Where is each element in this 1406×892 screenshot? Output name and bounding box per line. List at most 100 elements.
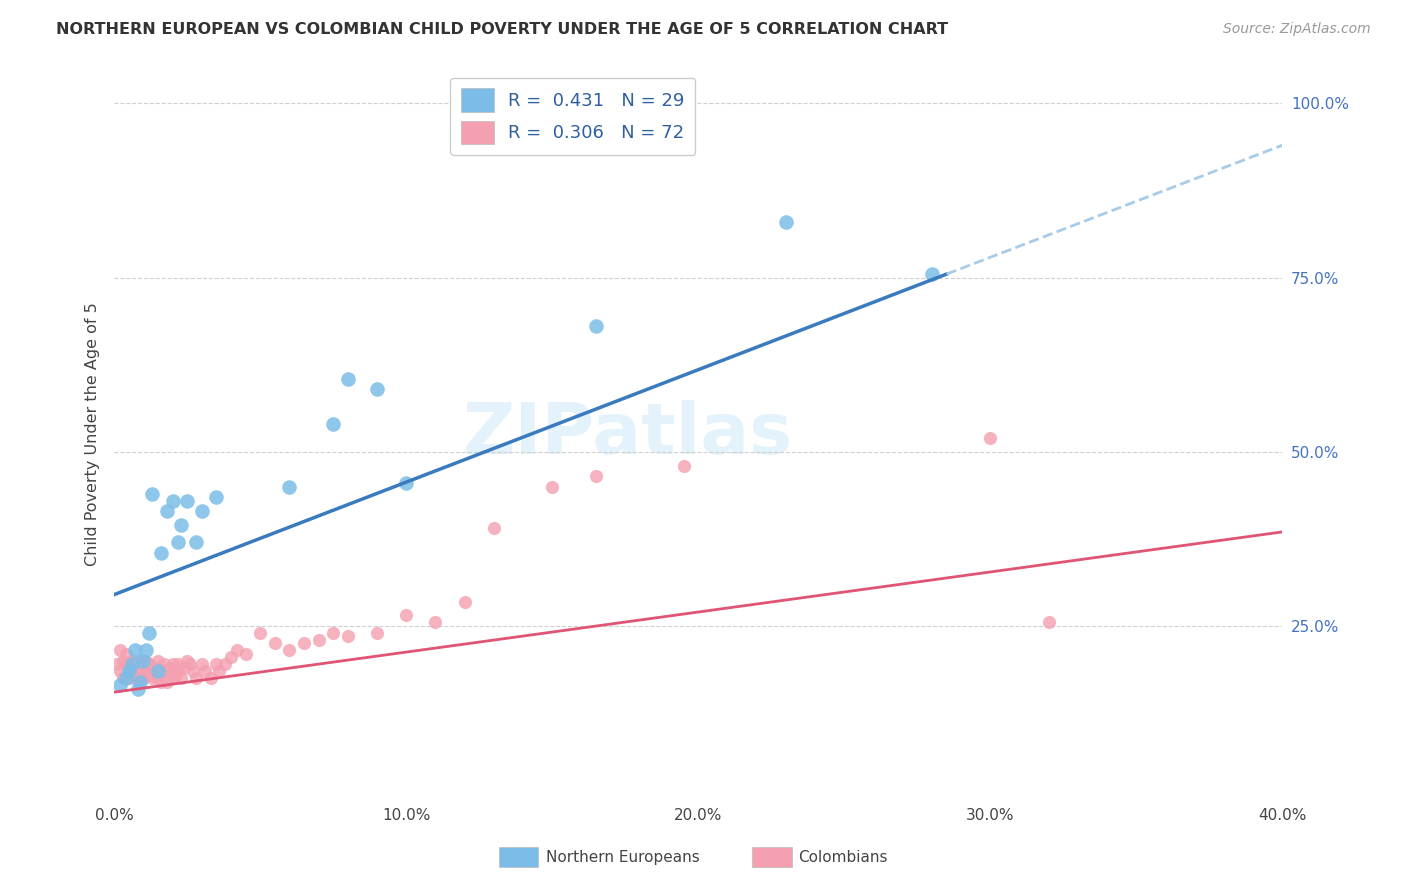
Point bbox=[184, 535, 207, 549]
Point bbox=[278, 480, 301, 494]
Point bbox=[138, 657, 160, 672]
Point bbox=[322, 417, 344, 431]
Point bbox=[118, 671, 141, 685]
Point bbox=[214, 657, 236, 672]
Point bbox=[149, 546, 172, 560]
Text: Colombians: Colombians bbox=[799, 850, 889, 864]
Point bbox=[138, 665, 160, 679]
Point bbox=[118, 665, 141, 679]
Point bbox=[149, 674, 172, 689]
Point bbox=[146, 654, 169, 668]
Point bbox=[235, 647, 257, 661]
Point bbox=[308, 632, 330, 647]
Point bbox=[263, 636, 285, 650]
Point bbox=[141, 671, 163, 685]
Point bbox=[108, 678, 131, 692]
Point bbox=[170, 517, 193, 532]
Point bbox=[482, 521, 505, 535]
Point bbox=[979, 431, 1001, 445]
Point bbox=[156, 665, 179, 679]
Point bbox=[105, 657, 128, 672]
Point bbox=[585, 469, 607, 483]
Point bbox=[173, 661, 195, 675]
Point bbox=[146, 671, 169, 685]
Y-axis label: Child Poverty Under the Age of 5: Child Poverty Under the Age of 5 bbox=[86, 302, 100, 566]
Point bbox=[181, 665, 204, 679]
Point bbox=[111, 671, 134, 685]
Point bbox=[108, 643, 131, 657]
Text: ZIPatlas: ZIPatlas bbox=[463, 400, 793, 469]
Point bbox=[322, 626, 344, 640]
Point bbox=[395, 608, 418, 623]
Point bbox=[162, 493, 184, 508]
Point bbox=[124, 671, 146, 685]
Point bbox=[775, 215, 797, 229]
Point bbox=[205, 657, 228, 672]
Point bbox=[336, 629, 359, 643]
Point bbox=[135, 643, 157, 657]
Point bbox=[162, 671, 184, 685]
Point bbox=[121, 654, 143, 668]
Point bbox=[141, 486, 163, 500]
Point bbox=[176, 493, 198, 508]
Point bbox=[135, 654, 157, 668]
Point bbox=[179, 657, 201, 672]
Text: NORTHERN EUROPEAN VS COLOMBIAN CHILD POVERTY UNDER THE AGE OF 5 CORRELATION CHAR: NORTHERN EUROPEAN VS COLOMBIAN CHILD POV… bbox=[56, 22, 949, 37]
Point bbox=[425, 615, 447, 630]
Point bbox=[194, 665, 217, 679]
Point bbox=[146, 665, 169, 679]
Point bbox=[118, 665, 141, 679]
Point bbox=[124, 643, 146, 657]
Point bbox=[121, 665, 143, 679]
Point bbox=[129, 671, 152, 685]
Text: Northern Europeans: Northern Europeans bbox=[546, 850, 699, 864]
Point bbox=[111, 654, 134, 668]
Point bbox=[921, 267, 943, 281]
Point bbox=[1038, 615, 1060, 630]
Point bbox=[395, 476, 418, 491]
Point bbox=[143, 665, 166, 679]
Point bbox=[153, 657, 176, 672]
Point bbox=[191, 657, 214, 672]
Point bbox=[129, 674, 152, 689]
Point bbox=[129, 665, 152, 679]
Text: Source: ZipAtlas.com: Source: ZipAtlas.com bbox=[1223, 22, 1371, 37]
Point bbox=[132, 671, 155, 685]
Point bbox=[208, 665, 231, 679]
Point bbox=[115, 647, 138, 661]
Point bbox=[115, 657, 138, 672]
Point bbox=[156, 674, 179, 689]
Point bbox=[121, 657, 143, 672]
Point bbox=[167, 657, 190, 672]
Point bbox=[127, 681, 149, 696]
Point bbox=[541, 480, 564, 494]
Point bbox=[278, 643, 301, 657]
Point bbox=[132, 654, 155, 668]
Point bbox=[219, 650, 242, 665]
Point bbox=[292, 636, 315, 650]
Point bbox=[159, 661, 181, 675]
Point bbox=[135, 667, 157, 681]
Point bbox=[225, 643, 247, 657]
Point bbox=[585, 319, 607, 334]
Point bbox=[453, 594, 475, 608]
Point bbox=[115, 671, 138, 685]
Point bbox=[176, 654, 198, 668]
Point bbox=[162, 657, 184, 672]
Point bbox=[143, 661, 166, 675]
Point bbox=[366, 626, 388, 640]
Point bbox=[149, 667, 172, 681]
Point bbox=[141, 667, 163, 681]
Point bbox=[167, 665, 190, 679]
Point bbox=[108, 665, 131, 679]
Point bbox=[127, 665, 149, 679]
Point bbox=[191, 504, 214, 518]
Point bbox=[124, 657, 146, 672]
Point bbox=[200, 671, 222, 685]
Point bbox=[167, 535, 190, 549]
Point bbox=[170, 671, 193, 685]
Legend: R =  0.431   N = 29, R =  0.306   N = 72: R = 0.431 N = 29, R = 0.306 N = 72 bbox=[450, 78, 696, 154]
Point bbox=[132, 657, 155, 672]
Point bbox=[249, 626, 271, 640]
Point bbox=[205, 490, 228, 504]
